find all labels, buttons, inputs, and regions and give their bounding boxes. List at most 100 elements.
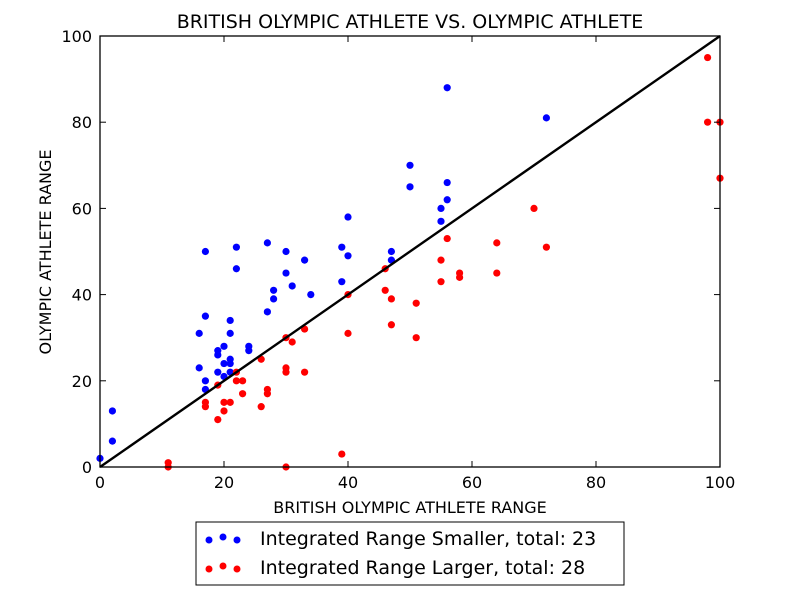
- data-point: [412, 334, 420, 342]
- legend-label-smaller: Integrated Range Smaller, total: 23: [260, 528, 596, 550]
- data-point: [226, 398, 234, 406]
- data-point: [282, 368, 290, 376]
- x-tick-label: 40: [338, 473, 358, 492]
- data-point: [270, 295, 278, 303]
- plot-area: [96, 35, 724, 471]
- series-1: [164, 53, 724, 471]
- data-point: [288, 282, 296, 290]
- legend-label-larger: Integrated Range Larger, total: 28: [260, 557, 585, 579]
- data-point: [338, 450, 346, 458]
- series-0: [96, 84, 551, 462]
- data-point: [437, 217, 445, 225]
- data-point: [108, 407, 116, 415]
- y-tick-label: 80: [72, 113, 92, 132]
- data-point: [387, 321, 395, 329]
- data-point: [344, 252, 352, 260]
- data-point: [437, 256, 445, 264]
- x-axis-title: BRITISH OLYMPIC ATHLETE RANGE: [273, 498, 547, 517]
- data-point: [443, 196, 451, 204]
- data-point: [239, 390, 247, 398]
- data-point: [344, 329, 352, 337]
- data-point: [263, 390, 271, 398]
- data-point: [226, 329, 234, 337]
- data-point: [381, 286, 389, 294]
- data-point: [344, 213, 352, 221]
- data-point: [214, 351, 222, 359]
- data-point: [263, 239, 271, 247]
- legend-marker-larger: [233, 565, 241, 573]
- data-point: [338, 278, 346, 286]
- data-point: [412, 299, 420, 307]
- data-point: [387, 295, 395, 303]
- data-point: [301, 368, 309, 376]
- x-axis-ticks: 0 20 40 60 80 100: [95, 36, 735, 492]
- data-point: [282, 247, 290, 256]
- data-point: [406, 183, 414, 191]
- data-point: [704, 53, 712, 62]
- y-axis-title: OLYMPIC ATHLETE RANGE: [36, 150, 55, 355]
- data-point: [201, 377, 209, 385]
- data-point: [195, 364, 203, 372]
- y-tick-label: 100: [61, 27, 92, 46]
- data-point: [245, 347, 253, 355]
- data-point: [239, 377, 247, 385]
- data-point: [288, 338, 296, 346]
- data-point: [214, 415, 222, 424]
- data-point: [704, 118, 712, 126]
- data-point: [214, 368, 222, 376]
- x-tick-label: 60: [462, 473, 482, 492]
- data-point: [220, 398, 228, 406]
- data-point: [493, 239, 501, 247]
- legend-marker-larger: [219, 562, 227, 570]
- x-tick-label: 20: [214, 473, 234, 492]
- data-point: [338, 243, 346, 251]
- legend-marker-smaller: [233, 536, 241, 544]
- legend-marker-smaller: [219, 533, 227, 541]
- data-point: [232, 377, 240, 385]
- y-tick-label: 20: [72, 372, 92, 391]
- data-point: [270, 286, 278, 294]
- data-point: [108, 437, 116, 445]
- data-point: [530, 204, 538, 212]
- data-point: [307, 291, 315, 299]
- data-point: [443, 178, 451, 187]
- data-point: [437, 204, 445, 212]
- y-tick-label: 60: [72, 199, 92, 218]
- data-point: [437, 278, 445, 286]
- data-point: [226, 359, 234, 368]
- reference-line: [99, 35, 721, 468]
- x-tick-label: 80: [586, 473, 606, 492]
- data-point: [195, 329, 203, 337]
- y-axis-ticks: 0 20 40 60 80 100: [61, 27, 720, 477]
- data-point: [257, 403, 265, 411]
- data-point: [220, 407, 228, 415]
- legend-entry-smaller: Integrated Range Smaller, total: 23: [205, 528, 596, 550]
- data-point: [542, 243, 551, 251]
- legend-marker-smaller: [205, 536, 213, 544]
- data-point: [542, 114, 551, 122]
- data-point: [443, 84, 451, 92]
- data-point: [232, 265, 240, 273]
- legend: Integrated Range Smaller, total: 23 Inte…: [195, 521, 625, 586]
- plot-frame: [99, 35, 721, 468]
- data-point: [263, 308, 271, 316]
- data-point: [201, 247, 209, 256]
- legend-frame: [195, 521, 625, 586]
- data-point: [443, 234, 451, 243]
- data-point: [493, 269, 501, 277]
- x-tick-label: 100: [705, 473, 736, 492]
- data-point: [406, 161, 414, 169]
- legend-entry-larger: Integrated Range Larger, total: 28: [205, 557, 585, 579]
- data-point: [301, 256, 309, 264]
- data-point: [456, 273, 464, 281]
- data-point: [282, 269, 290, 277]
- chart-title: BRITISH OLYMPIC ATHLETE VS. OLYMPIC ATHL…: [177, 11, 644, 33]
- data-point: [201, 403, 209, 411]
- y-tick-label: 0: [82, 458, 92, 477]
- data-point: [226, 316, 234, 325]
- data-point: [220, 359, 228, 368]
- data-point: [220, 342, 228, 350]
- y-tick-label: 40: [72, 286, 92, 305]
